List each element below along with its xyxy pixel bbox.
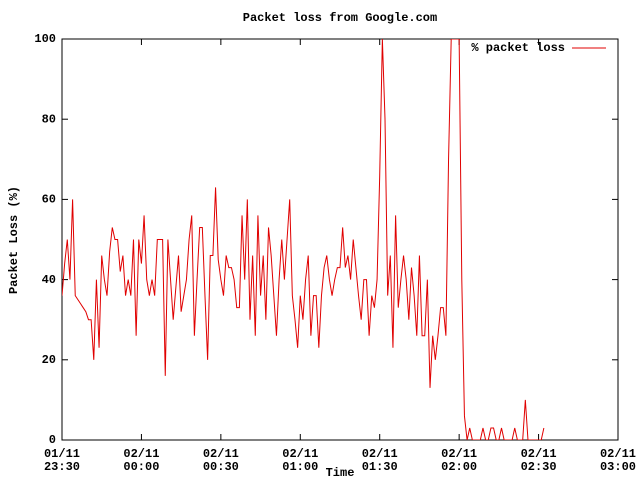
x-tick-label: 02/11 00:00 [123,447,159,474]
y-tick-label: 60 [42,193,56,207]
x-tick-label: 01/11 23:30 [44,447,80,474]
x-tick-label: 02/11 03:00 [600,447,636,474]
plot-area [62,39,545,440]
chart-title: Packet loss from Google.com [243,11,437,25]
y-tick-label: 20 [42,353,56,367]
x-tick-label: 02/11 01:00 [282,447,318,474]
legend-label: % packet loss [471,41,565,55]
x-tick-label: 02/11 02:00 [441,447,477,474]
y-tick-label: 80 [42,112,56,126]
plot-frame [61,38,619,441]
x-axis-label: Time [326,466,355,480]
x-tick-label: 02/11 01:30 [362,447,398,474]
y-tick-label: 100 [34,32,56,46]
y-tick-label: 0 [49,433,56,447]
y-tick-label: 40 [42,273,56,287]
x-tick-label: 02/11 00:30 [203,447,239,474]
x-tick-label: 02/11 02:30 [521,447,557,474]
data-line [62,39,545,440]
y-axis-label: Packet Loss (%) [7,186,21,294]
